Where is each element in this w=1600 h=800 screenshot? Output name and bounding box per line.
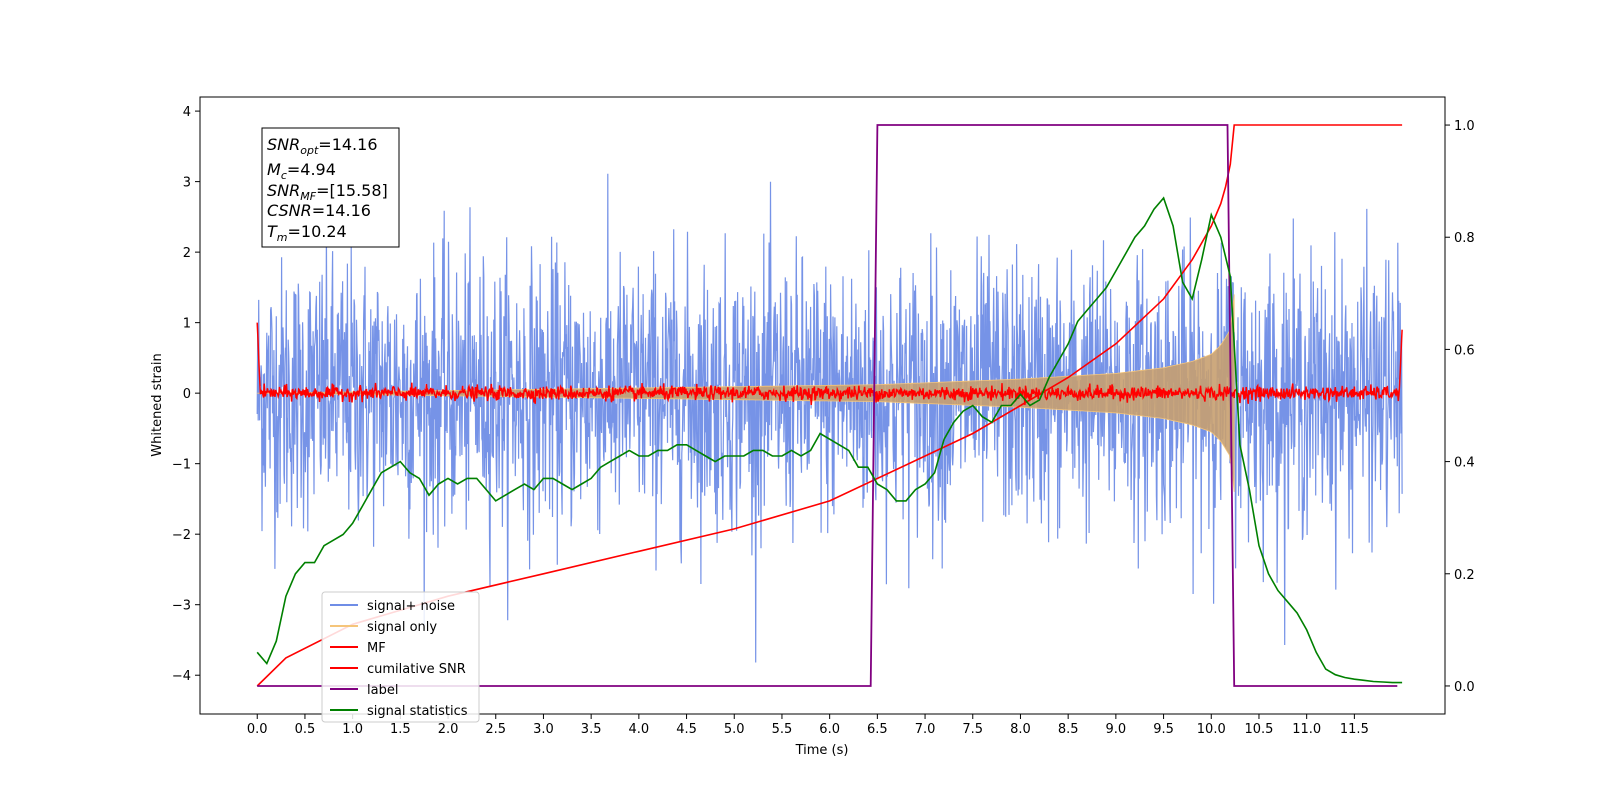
legend: signal+ noise signal only MF cumilative SNR… (321, 591, 480, 723)
axes-frame (199, 96, 1446, 715)
annotation-frame (261, 127, 400, 248)
plot-area (256, 124, 1403, 687)
signal-statistics-line (256, 196, 1403, 684)
x-tick-label: 1.0 (342, 722, 363, 737)
legend-label: label (367, 683, 398, 698)
x-tick-label: 10.5 (1244, 722, 1273, 737)
annotation-mc: Mc=4.94 (267, 160, 336, 182)
x-tick-label: 5.5 (772, 722, 793, 737)
y-tick-label: 3 (183, 176, 191, 191)
x-tick-label: 7.0 (915, 722, 936, 737)
y-right-tick-label: 0.6 (1454, 343, 1475, 358)
x-tick-label: 11.0 (1292, 722, 1321, 737)
y-tick-label: 4 (183, 105, 191, 120)
y-tick-label: −2 (172, 528, 191, 543)
x-tick-label: 3.5 (581, 722, 602, 737)
x-tick-label: 3.0 (533, 722, 554, 737)
label-line (257, 124, 1398, 687)
y-right-tick-label: 0.0 (1454, 680, 1475, 695)
y-right-tick-label: 0.2 (1454, 568, 1475, 583)
y-tick-label: −4 (172, 669, 191, 684)
y-axis-left: 4 3 2 1 0 −1 −2 −3 −4 (172, 105, 200, 684)
annotation-tm: Tm=10.24 (267, 222, 347, 244)
mf-line (256, 322, 1403, 406)
x-tick-label: 0.0 (247, 722, 268, 737)
legend-label: signal+ noise (367, 599, 455, 614)
y-tick-label: 2 (183, 246, 191, 261)
annotation-box: SNRopt=14.16 Mc=4.94 SNRMF=[15.58] CSNR=… (261, 127, 400, 248)
y-tick-label: 1 (183, 317, 191, 332)
x-tick-label: 4.5 (676, 722, 697, 737)
x-axis-label: Time (s) (795, 743, 849, 758)
legend-label: signal only (367, 620, 437, 635)
x-tick-label: 8.0 (1010, 722, 1031, 737)
y-axis-label: Whitened strain (150, 353, 165, 456)
legend-label: MF (367, 641, 386, 656)
y-right-tick-label: 0.4 (1454, 456, 1475, 471)
annotation-csnr: CSNR=14.16 (267, 201, 371, 220)
annotation-snr-mf: SNRMF=[15.58] (267, 181, 388, 203)
x-axis: 0.0 0.5 1.0 1.5 2.0 2.5 3.0 3.5 4.0 4.5 5.0 5.5 6.0 6… (247, 714, 1369, 737)
x-tick-label: 1.5 (390, 722, 411, 737)
signal-noise-line (256, 173, 1403, 663)
x-tick-label: 11.5 (1340, 722, 1369, 737)
y-tick-label: 0 (183, 387, 191, 402)
x-tick-label: 9.0 (1106, 722, 1127, 737)
annotation-snr-opt: SNRopt=14.16 (267, 135, 378, 157)
x-tick-label: 9.5 (1153, 722, 1174, 737)
y-axis-right: 1.0 0.8 0.6 0.4 0.2 0.0 (1445, 119, 1475, 695)
y-tick-label: −1 (172, 458, 191, 473)
x-tick-label: 8.5 (1058, 722, 1079, 737)
x-tick-label: 2.5 (485, 722, 506, 737)
x-tick-label: 7.5 (962, 722, 983, 737)
y-right-tick-label: 1.0 (1454, 119, 1475, 134)
x-tick-label: 6.0 (819, 722, 840, 737)
y-tick-label: −3 (172, 599, 191, 614)
x-tick-label: 2.0 (438, 722, 459, 737)
x-tick-label: 6.5 (867, 722, 888, 737)
x-tick-label: 4.0 (629, 722, 650, 737)
x-tick-label: 10.0 (1197, 722, 1226, 737)
x-tick-label: 0.5 (295, 722, 316, 737)
legend-frame (321, 591, 480, 723)
x-tick-label: 5.0 (724, 722, 745, 737)
legend-label: signal statistics (367, 704, 468, 719)
y-right-tick-label: 0.8 (1454, 231, 1475, 246)
legend-label: cumilative SNR (367, 662, 466, 677)
cumulative-snr-line (256, 124, 1403, 687)
